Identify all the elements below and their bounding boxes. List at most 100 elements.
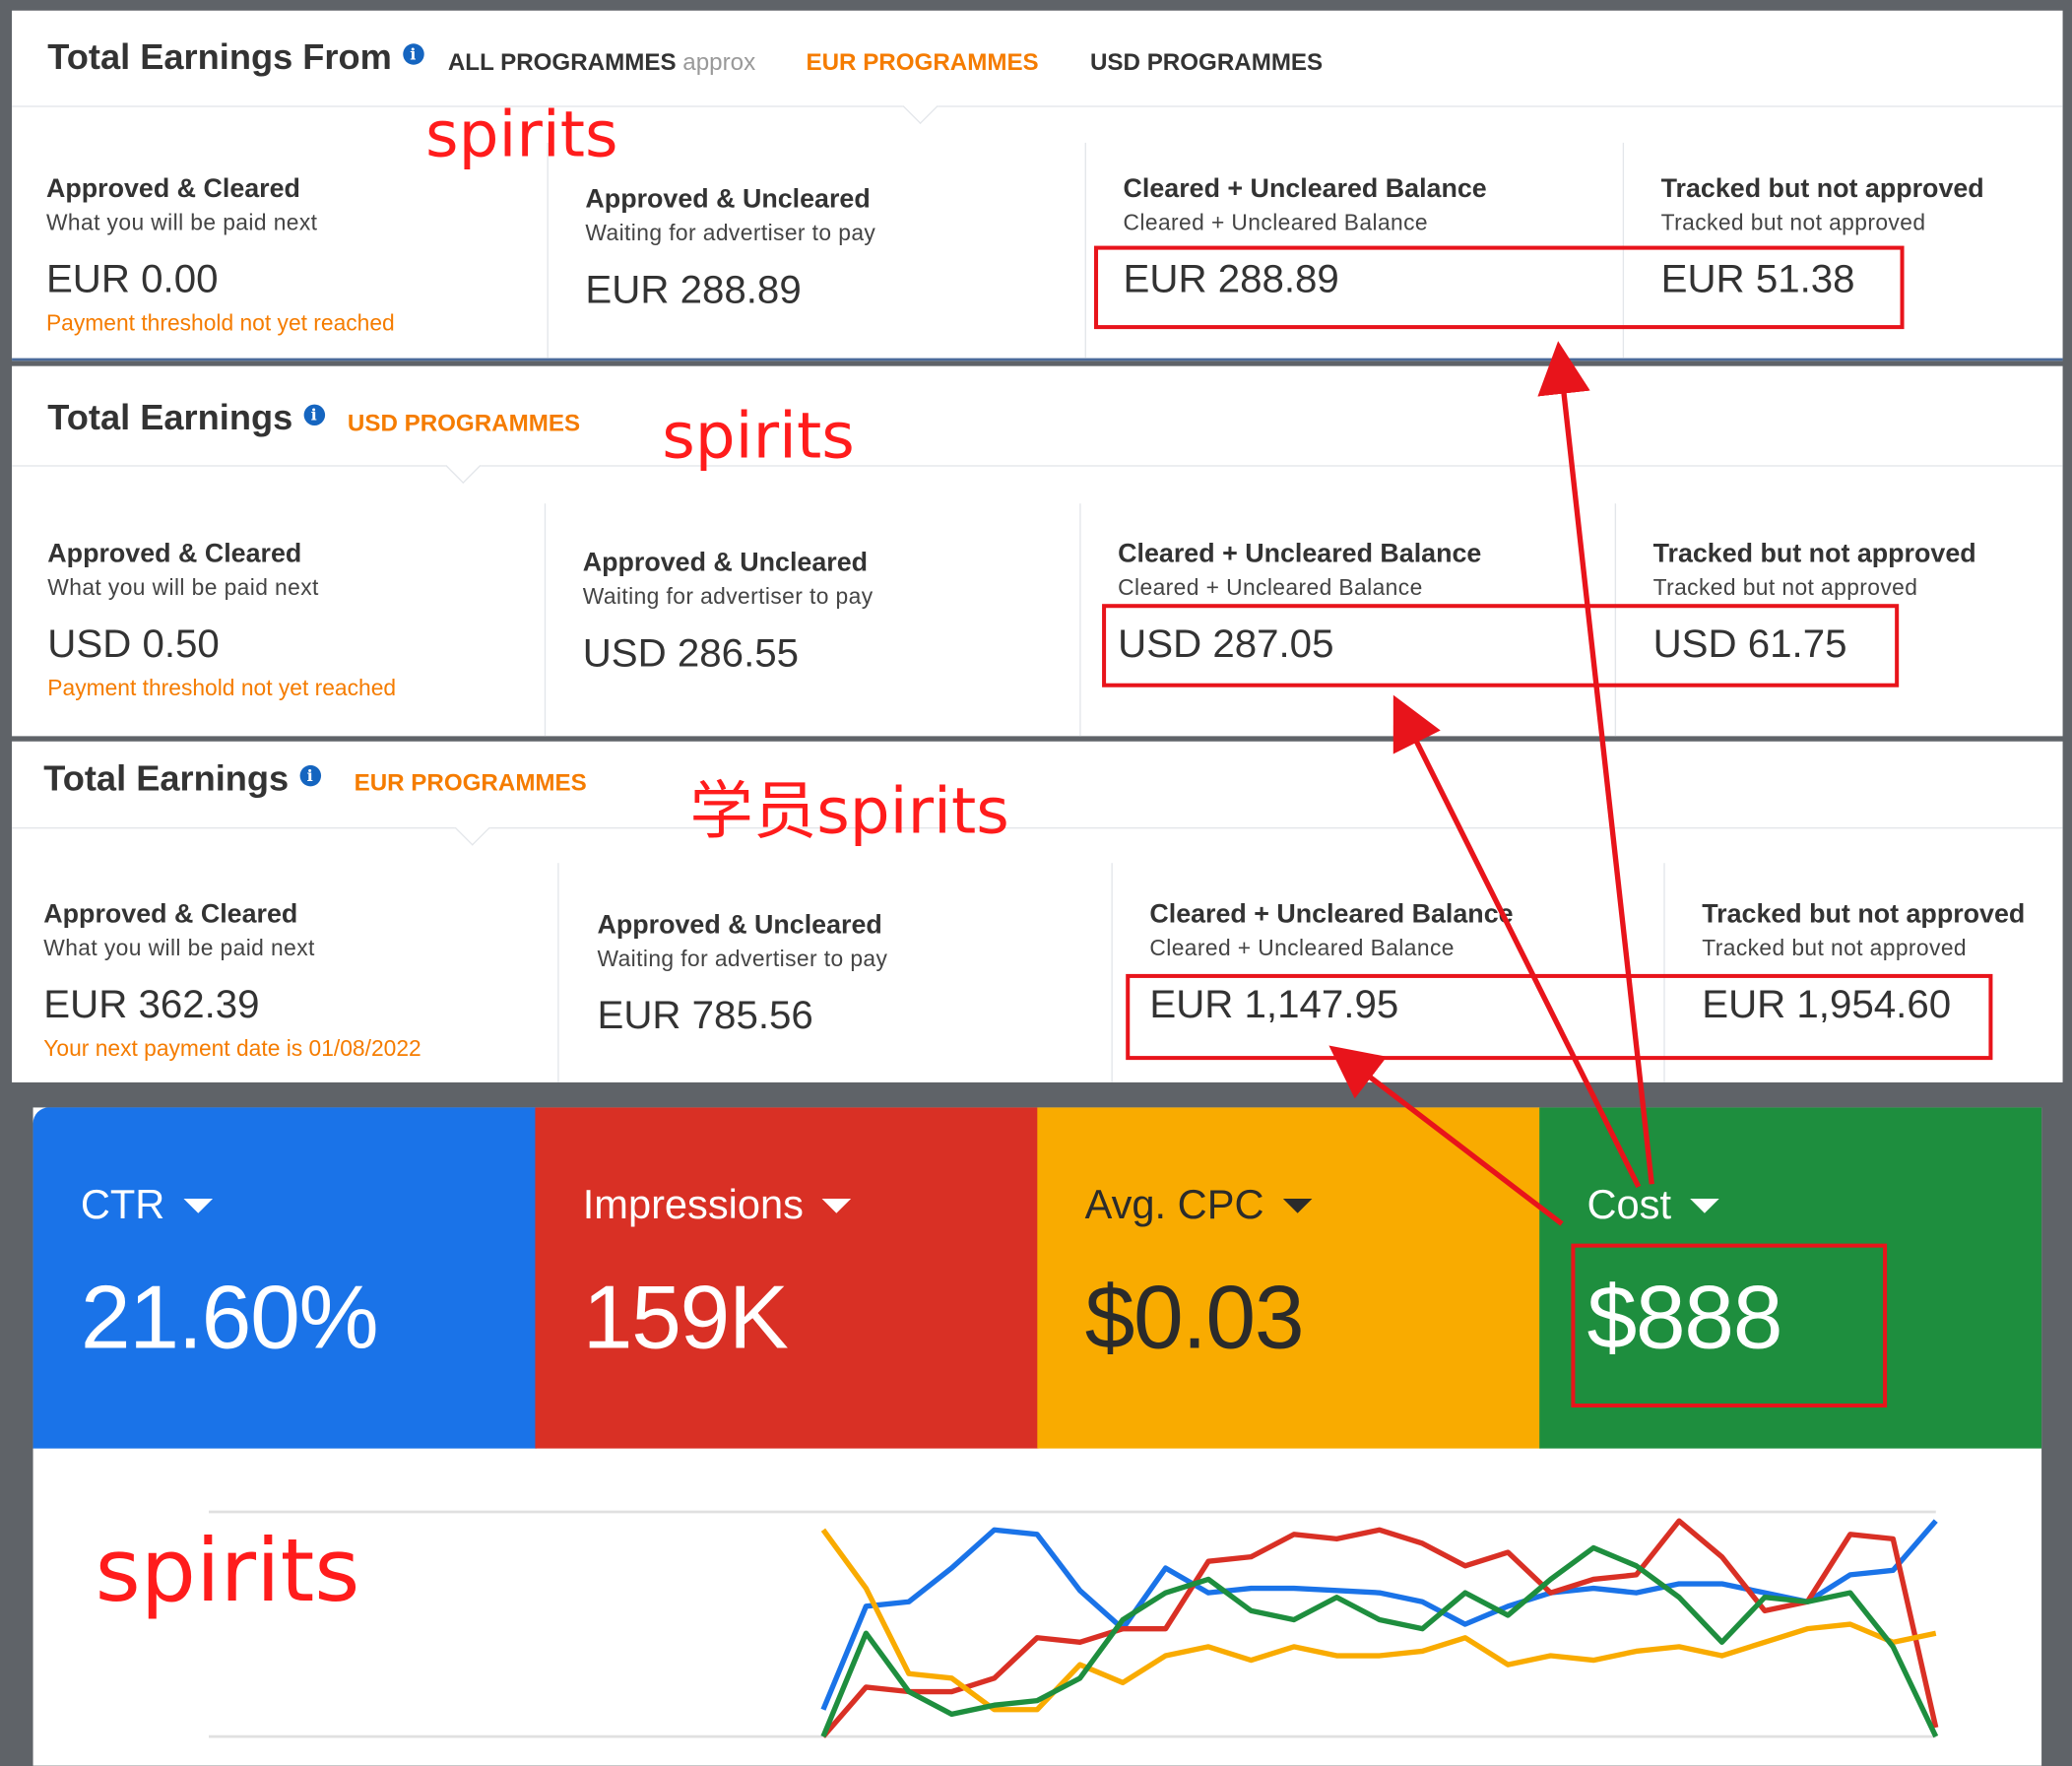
- col-balance: Cleared + Uncleared Balance Cleared + Un…: [1084, 142, 1624, 359]
- col-amount: USD 287.05: [1118, 621, 1334, 667]
- earnings-panel-all: Total Earnings From i ALL PROGRAMMES appr…: [12, 10, 2063, 361]
- metric-name: Cost: [1587, 1182, 1719, 1229]
- metric-card-impressions[interactable]: Impressions 159K: [535, 1107, 1039, 1449]
- col-label: Tracked but not approved: [1660, 174, 1984, 204]
- highlight-box-panel1: [1094, 245, 1905, 330]
- metric-name-label: Avg. CPC: [1084, 1181, 1264, 1228]
- annotation-text-4: spirits: [95, 1520, 360, 1622]
- annotation-text-3: 学员spirits: [689, 774, 1009, 849]
- metric-name: Avg. CPC: [1085, 1182, 1312, 1229]
- col-label: Approved & Uncleared: [597, 910, 882, 941]
- series-line-2: [820, 1528, 1937, 1713]
- col-amount: USD 61.75: [1652, 621, 1847, 667]
- metric-value: 21.60%: [80, 1267, 379, 1368]
- metric-name: Impressions: [583, 1182, 852, 1229]
- col-tracked: Tracked but not approved Tracked but not…: [1614, 503, 2063, 737]
- tab-approx-label: approx: [682, 48, 756, 76]
- tab-eur-programmes[interactable]: EUR PROGRAMMES: [354, 768, 587, 796]
- col-amount: EUR 0.00: [45, 257, 219, 301]
- col-sub: What you will be paid next: [45, 210, 318, 235]
- annotation-text-2: spirits: [662, 399, 855, 474]
- col-sub: What you will be paid next: [47, 574, 319, 601]
- col-label: Cleared + Uncleared Balance: [1118, 539, 1482, 568]
- col-note: Payment threshold not yet reached: [47, 675, 397, 701]
- annotation-text-1: spirits: [425, 98, 618, 172]
- metric-value: $888: [1586, 1267, 1783, 1368]
- col-sub: Cleared + Uncleared Balance: [1118, 574, 1423, 601]
- col-approved-uncleared: Approved & Uncleared Waiting for adverti…: [547, 142, 1076, 359]
- dropdown-caret-icon[interactable]: [1282, 1198, 1312, 1213]
- ads-performance-panel: CTR 21.60% Impressions 159K Avg. CPC $0.…: [32, 1107, 2042, 1766]
- col-approved-cleared: Approved & Cleared What you will be paid…: [47, 539, 550, 737]
- col-tracked: Tracked but not approved Tracked but not…: [1622, 142, 2063, 359]
- metric-value: 159K: [582, 1267, 789, 1368]
- series-line-1: [820, 1518, 1939, 1738]
- dropdown-caret-icon[interactable]: [1689, 1198, 1719, 1213]
- metric-name-label: Impressions: [582, 1181, 804, 1228]
- dropdown-caret-icon[interactable]: [821, 1198, 852, 1213]
- earnings-panel-eur: Total Earnings i EUR PROGRAMMES Approved …: [12, 741, 2063, 1082]
- col-sub: Waiting for advertiser to pay: [582, 584, 874, 610]
- tab-eur-programmes[interactable]: EUR PROGRAMMES: [806, 48, 1039, 76]
- col-approved-cleared: Approved & Cleared What you will be paid…: [46, 174, 549, 360]
- metric-name-label: Cost: [1586, 1181, 1672, 1228]
- col-tracked: Tracked but not approved Tracked but not…: [1663, 863, 2062, 1082]
- col-sub: Tracked but not approved: [1702, 935, 1968, 961]
- metric-card-avg-cpc[interactable]: Avg. CPC $0.03: [1037, 1107, 1541, 1449]
- tab-usd-programmes[interactable]: USD PROGRAMMES: [347, 409, 581, 436]
- panel-title: Total Earnings From: [47, 36, 392, 77]
- col-sub: Waiting for advertiser to pay: [585, 221, 876, 246]
- col-sub: What you will be paid next: [43, 935, 315, 961]
- info-icon[interactable]: i: [402, 43, 424, 65]
- highlight-box-cost: [1571, 1243, 1888, 1408]
- col-amount: EUR 1,954.60: [1702, 983, 1952, 1027]
- col-amount: EUR 1,147.95: [1149, 983, 1399, 1027]
- col-approved-uncleared: Approved & Uncleared Waiting for adverti…: [544, 503, 1079, 737]
- panel-title-wrap: Total Earnings From i: [47, 36, 424, 79]
- col-label: Approved & Cleared: [45, 174, 300, 204]
- col-approved-uncleared: Approved & Uncleared Waiting for adverti…: [557, 863, 1113, 1082]
- col-amount: EUR 785.56: [597, 994, 813, 1038]
- col-approved-cleared: Approved & Cleared What you will be paid…: [43, 900, 552, 1082]
- col-amount: EUR 362.39: [43, 983, 260, 1027]
- dropdown-caret-icon[interactable]: [183, 1198, 213, 1213]
- performance-line-chart: [209, 1510, 1939, 1738]
- highlight-box-panel3: [1126, 973, 1993, 1061]
- col-sub: Tracked but not approved: [1652, 574, 1918, 601]
- tab-label: ALL PROGRAMMES: [447, 48, 677, 76]
- col-label: Approved & Cleared: [43, 899, 298, 930]
- panel-title-wrap: Total Earnings i: [47, 397, 325, 439]
- col-label: Approved & Cleared: [47, 539, 302, 568]
- info-icon[interactable]: i: [302, 404, 325, 426]
- col-sub: Cleared + Uncleared Balance: [1149, 935, 1455, 961]
- col-note: Your next payment date is 01/08/2022: [43, 1035, 421, 1062]
- col-label: Cleared + Uncleared Balance: [1149, 899, 1514, 930]
- panel-title-wrap: Total Earnings i: [43, 758, 321, 800]
- col-amount: USD 286.55: [582, 631, 800, 676]
- panel-title: Total Earnings: [43, 758, 290, 799]
- col-label: Cleared + Uncleared Balance: [1123, 174, 1487, 204]
- series-line-3: [820, 1544, 1939, 1738]
- col-balance: Cleared + Uncleared Balance Cleared + Un…: [1079, 503, 1614, 737]
- col-amount: EUR 288.89: [1123, 257, 1339, 301]
- tab-all-programmes[interactable]: ALL PROGRAMMES approx: [448, 49, 755, 77]
- col-label: Approved & Uncleared: [585, 184, 871, 215]
- highlight-box-panel2: [1102, 604, 1900, 687]
- earnings-panel-usd: Total Earnings i USD PROGRAMMES Approved …: [12, 365, 2063, 737]
- col-sub: Cleared + Uncleared Balance: [1123, 210, 1429, 235]
- panel-title: Total Earnings: [47, 397, 293, 438]
- col-note: Payment threshold not yet reached: [45, 310, 395, 336]
- col-label: Tracked but not approved: [1652, 539, 1976, 568]
- metric-value: $0.03: [1084, 1267, 1305, 1368]
- col-amount: EUR 288.89: [585, 268, 802, 312]
- metric-name: CTR: [81, 1182, 213, 1229]
- col-amount: EUR 51.38: [1660, 257, 1855, 301]
- col-sub: Tracked but not approved: [1660, 210, 1926, 235]
- tab-usd-programmes[interactable]: USD PROGRAMMES: [1089, 48, 1324, 76]
- col-label: Approved & Uncleared: [582, 548, 869, 578]
- col-amount: USD 0.50: [47, 621, 220, 667]
- metric-name-label: CTR: [80, 1181, 165, 1228]
- info-icon[interactable]: i: [298, 764, 321, 787]
- metric-card-ctr[interactable]: CTR 21.60%: [32, 1107, 537, 1449]
